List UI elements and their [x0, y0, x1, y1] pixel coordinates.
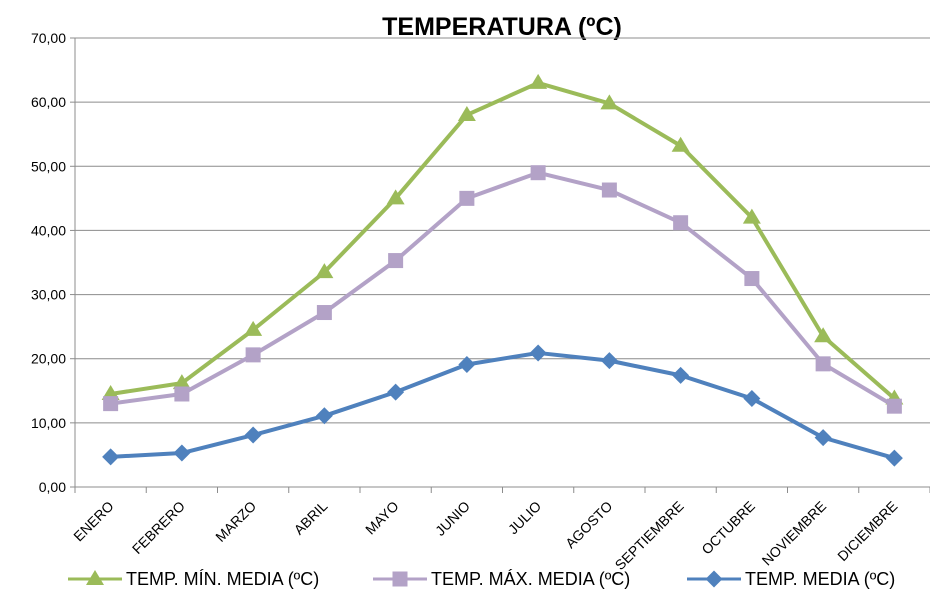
data-point [672, 366, 690, 384]
y-tick-label: 20,00 [31, 351, 66, 367]
data-point [245, 347, 261, 363]
data-point [600, 94, 619, 110]
legend-label: TEMP. MÍN. MEDIA (ºC) [126, 569, 319, 589]
legend-label: TEMP. MÁX. MEDIA (ºC) [431, 569, 630, 589]
data-point [885, 449, 903, 467]
data-point [244, 320, 263, 336]
data-point [742, 208, 761, 224]
legend-item: TEMP. MÁX. MEDIA (ºC) [373, 569, 630, 589]
data-point [671, 136, 690, 152]
y-tick-label: 30,00 [31, 287, 66, 303]
data-point [601, 182, 617, 198]
data-point [174, 386, 190, 402]
data-point [244, 426, 262, 444]
data-point [103, 396, 119, 412]
legend-marker [705, 570, 723, 588]
data-point [814, 429, 832, 447]
x-tick-label: OCTUBRE [698, 498, 758, 558]
x-tick-label: JUNIO [432, 498, 473, 539]
x-tick-label: ENERO [70, 498, 117, 545]
x-tick-label: DICIEMBRE [834, 498, 900, 564]
data-point [459, 190, 475, 206]
data-point [173, 444, 191, 462]
legend-label: TEMP. MEDIA (ºC) [745, 569, 895, 589]
x-tick-label: NOVIEMBRE [759, 498, 830, 569]
legend: TEMP. MÍN. MEDIA (ºC) TEMP. MÁX. MEDIA (º… [68, 569, 895, 589]
data-point [529, 73, 548, 89]
data-point [387, 383, 405, 401]
series-lines [101, 73, 904, 467]
data-point [102, 448, 120, 466]
series-line [110, 350, 895, 461]
y-tick-label: 40,00 [31, 222, 66, 238]
legend-item: TEMP. MEDIA (ºC) [687, 569, 895, 589]
data-point [316, 305, 332, 321]
series-line [110, 80, 896, 400]
data-point [172, 374, 191, 390]
data-point [744, 271, 760, 287]
data-point [529, 344, 547, 362]
legend-item: TEMP. MÍN. MEDIA (ºC) [68, 569, 319, 589]
data-point [743, 389, 761, 407]
x-tick-label: FEBRERO [129, 498, 188, 557]
series-2 [103, 165, 902, 414]
data-point [315, 407, 333, 425]
series-line [110, 170, 896, 408]
x-tick-label: MARZO [212, 498, 259, 545]
y-tick-label: 70,00 [31, 30, 66, 46]
series-3 [102, 344, 903, 467]
x-tick-label: JULIO [505, 498, 544, 537]
legend-marker [86, 570, 104, 585]
data-point [814, 327, 833, 343]
x-tick-label: ABRIL [291, 498, 331, 538]
axes: 0,00 10,00 20,00 30,00 40,00 50,00 60,00 70,00 E… [31, 30, 930, 573]
x-tick-label: SEPTIEMBRE [612, 498, 687, 573]
y-tick-label: 60,00 [31, 94, 66, 110]
y-tick-label: 50,00 [31, 158, 66, 174]
data-point [530, 165, 546, 181]
data-point [815, 356, 831, 372]
legend-marker [392, 571, 408, 587]
data-point [600, 352, 618, 370]
x-tick-label: AGOSTO [562, 498, 616, 552]
y-tick-label: 0,00 [39, 479, 66, 495]
data-point [315, 263, 334, 279]
x-tick-label: MAYO [362, 498, 402, 538]
data-point [458, 355, 476, 373]
data-point [457, 105, 476, 121]
chart-title: TEMPERATURA (ºC) [382, 13, 622, 41]
series-1 [101, 73, 904, 405]
y-tick-label: 10,00 [31, 415, 66, 431]
data-point [386, 189, 405, 205]
data-point [388, 253, 404, 269]
data-point [673, 215, 689, 231]
data-point [886, 398, 902, 414]
